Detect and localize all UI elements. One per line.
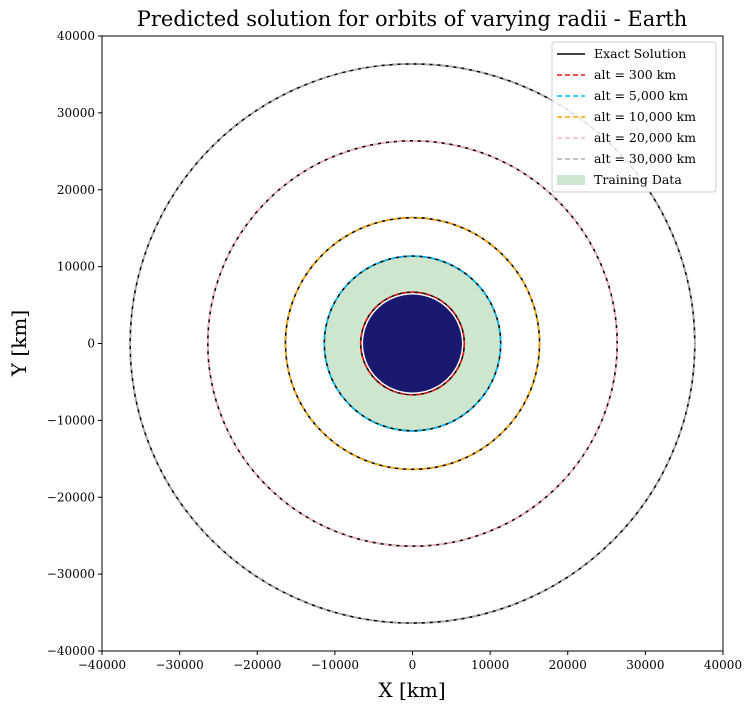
predicted-orbit-4	[206, 139, 619, 548]
x-tick-label: 10000	[471, 658, 509, 672]
y-axis-label: Y [km]	[7, 310, 31, 377]
x-tick-label: 40000	[704, 658, 742, 672]
y-tick-label: −30000	[47, 567, 95, 581]
plot-area	[129, 63, 696, 624]
legend-label: alt = 300 km	[594, 67, 676, 82]
x-tick-label: 0	[409, 658, 417, 672]
chart-title: Predicted solution for orbits of varying…	[137, 7, 688, 31]
x-axis-label: X [km]	[378, 678, 445, 702]
axis-ticks: −40000 −30000 −20000 −10000 0 10000 20000 30000…	[47, 29, 742, 672]
x-tick-label: −10000	[311, 658, 359, 672]
predicted-orbit-5	[129, 63, 696, 624]
predicted-orbit-3	[284, 216, 541, 471]
legend-swatch	[557, 175, 585, 185]
earth-disc	[363, 294, 462, 393]
x-tick-label: 30000	[626, 658, 664, 672]
x-tick-label: −30000	[156, 658, 204, 672]
x-tick-label: 20000	[549, 658, 587, 672]
y-tick-label: 10000	[57, 260, 95, 274]
y-tick-label: −20000	[47, 490, 95, 504]
legend-label: Exact Solution	[594, 46, 686, 61]
legend-label: alt = 5,000 km	[594, 88, 688, 103]
training-data-band	[324, 256, 501, 431]
y-tick-label: 30000	[57, 106, 95, 120]
y-tick-label: −40000	[47, 644, 95, 658]
y-tick-label: −10000	[47, 413, 95, 427]
y-tick-label: 20000	[57, 183, 95, 197]
legend-label: alt = 20,000 km	[594, 130, 696, 145]
legend-label: Training Data	[594, 172, 682, 187]
legend-label: alt = 30,000 km	[594, 151, 696, 166]
y-tick-label: 0	[87, 337, 95, 351]
predicted-orbit-1	[359, 291, 466, 396]
legend-box	[551, 41, 717, 193]
legend-label: alt = 10,000 km	[594, 109, 696, 124]
x-tick-label: −20000	[233, 658, 281, 672]
x-tick-label: −40000	[78, 658, 126, 672]
y-tick-label: 40000	[57, 29, 95, 43]
legend: Exact Solution alt = 300 km alt = 5,000 km…	[551, 41, 717, 193]
predicted-orbit-2	[323, 255, 502, 432]
